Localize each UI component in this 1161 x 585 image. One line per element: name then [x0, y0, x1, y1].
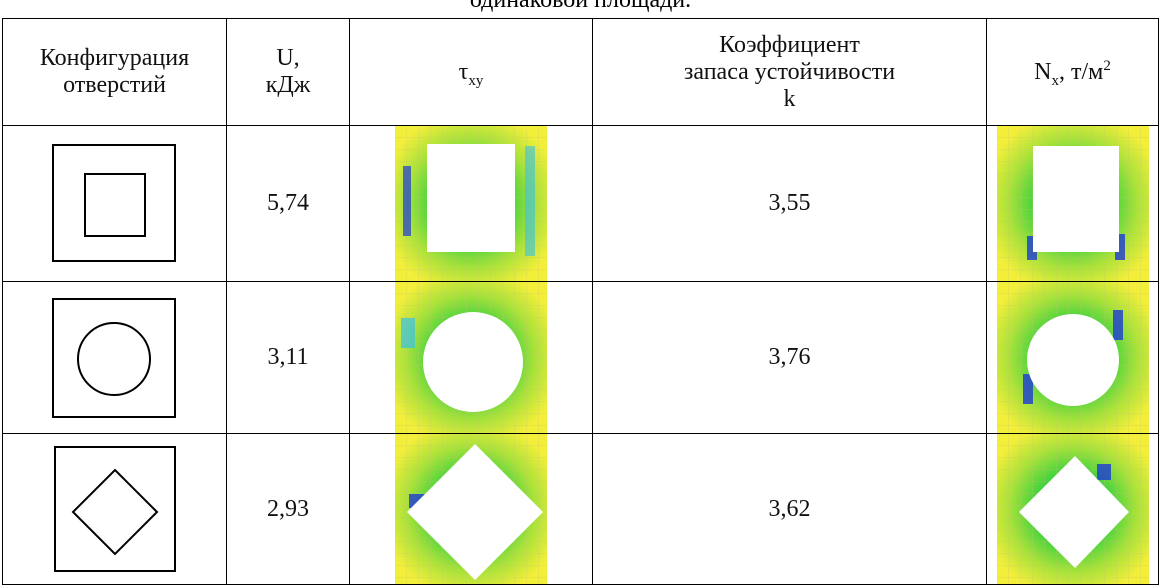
subscript: xy: [468, 72, 484, 89]
tau-map: [395, 282, 547, 433]
row: 5,74 3,55: [2, 125, 1159, 282]
nx-cell: [986, 433, 1159, 585]
config-cell: [2, 281, 227, 434]
tau-map: [395, 434, 547, 584]
nx-cell: [986, 281, 1159, 434]
config-cell: [2, 125, 227, 282]
header-cell: Nx, т/м2: [986, 18, 1159, 126]
u-cell: 2,93: [226, 433, 350, 585]
header-cell: Конфигурация отверстий: [2, 18, 227, 126]
nx-map: [996, 282, 1149, 433]
header-line: Конфигурация: [39, 45, 190, 71]
subscript: x: [1051, 72, 1060, 89]
u-cell: 3,11: [226, 281, 350, 434]
nx-map: [996, 126, 1149, 281]
row: 2,93 3,62: [2, 433, 1159, 585]
diamond-hole-icon: [53, 446, 176, 572]
unit: , т/м: [1059, 58, 1104, 85]
header-line: k: [783, 85, 796, 112]
tau-cell: [349, 281, 593, 434]
header-line: U,: [276, 45, 300, 71]
header-cell: τxy: [349, 18, 593, 126]
nx-cell: [986, 125, 1159, 282]
header-line: кДж: [265, 72, 311, 98]
superscript: 2: [1103, 57, 1111, 74]
tau-map: [395, 126, 547, 281]
header-cell: U, кДж: [226, 18, 350, 126]
k-cell: 3,62: [592, 433, 987, 585]
header-cell: Коэффициент запаса устойчивости k: [592, 18, 987, 126]
square-hole-icon: [51, 143, 176, 262]
header-line: отверстий: [63, 72, 166, 98]
header-line: запаса устойчивости: [683, 58, 896, 85]
results-table: Конфигурация отверстий U, кДж τxy Коэффици…: [2, 18, 1159, 585]
k-cell: 3,55: [592, 125, 987, 282]
k-cell: 3,76: [592, 281, 987, 434]
tau-cell: [349, 433, 593, 585]
row: 3,11 3,76: [2, 281, 1159, 434]
nx-map: [996, 434, 1149, 584]
symbol: N: [1034, 58, 1052, 85]
config-cell: [2, 433, 227, 585]
circle-hole-icon: [51, 297, 176, 418]
header-line: Коэффициент: [719, 31, 860, 58]
symbol: τ: [458, 58, 469, 85]
tau-cell: [349, 125, 593, 282]
u-cell: 5,74: [226, 125, 350, 282]
caption: одинаковой площади.: [469, 0, 692, 13]
header-row: Конфигурация отверстий U, кДж τxy Коэффици…: [2, 18, 1159, 126]
